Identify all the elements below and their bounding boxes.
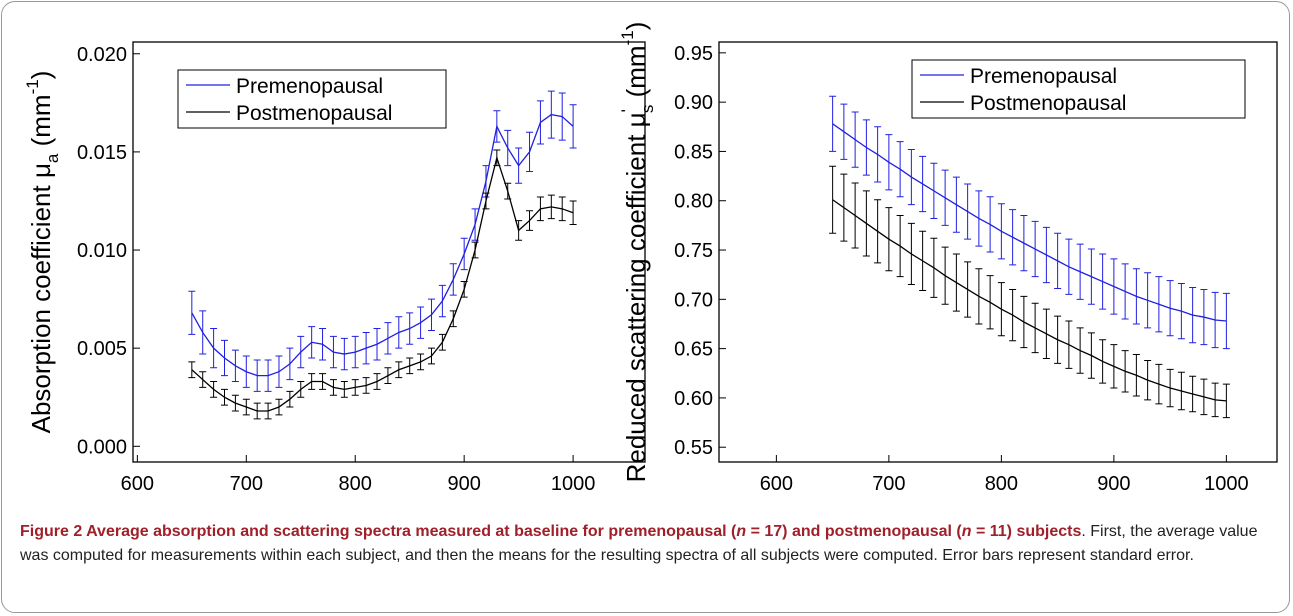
y-title-sup: -1 xyxy=(23,79,42,94)
plot-frame xyxy=(132,41,646,463)
caption-text: n xyxy=(736,523,747,540)
x-tick-label: 1000 xyxy=(551,473,596,495)
y-tick-label: 0.70 xyxy=(674,289,713,311)
y-title-part: Reduced scattering coefficient μ xyxy=(621,112,651,482)
y-tick-label: 0.005 xyxy=(77,338,127,360)
y-title-part: (mm xyxy=(26,94,56,153)
y-axis-title: Absorption coefficient μa (mm-1) xyxy=(23,71,62,434)
y-title-part: Absorption coefficient μ xyxy=(26,163,56,433)
series-line xyxy=(832,199,1227,402)
y-title-sup: ' xyxy=(618,109,637,112)
y-tick-label: 0.65 xyxy=(674,339,713,361)
y-tick-label: 0.000 xyxy=(77,436,127,458)
y-tick-label: 0.90 xyxy=(674,92,713,114)
legend-label: Postmenopausal xyxy=(970,92,1126,115)
caption-text: = 11) subjects xyxy=(971,523,1082,540)
x-tick-label: 800 xyxy=(985,473,1018,495)
x-tick-label: 900 xyxy=(1097,473,1130,495)
y-tick-label: 0.020 xyxy=(77,44,127,66)
error-bar xyxy=(1222,292,1230,350)
y-tick-label: 0.55 xyxy=(674,437,713,459)
caption-text: Figure 2 Average absorption and scatteri… xyxy=(20,523,737,540)
x-tick-label: 600 xyxy=(760,473,793,495)
y-tick-label: 0.60 xyxy=(674,388,713,410)
caption-text: n xyxy=(961,523,972,540)
series-line xyxy=(191,113,574,377)
y-tick-label: 0.80 xyxy=(674,191,713,213)
y-tick-label: 0.85 xyxy=(674,141,713,163)
caption: Figure 2 Average absorption and scatteri… xyxy=(20,520,1270,568)
y-tick-label: 0.010 xyxy=(77,240,127,262)
x-tick-label: 1000 xyxy=(1204,473,1249,495)
y-tick-label: 0.015 xyxy=(77,142,127,164)
y-tick-label: 0.75 xyxy=(674,240,713,262)
series-line xyxy=(191,155,574,412)
plot-frame xyxy=(718,41,1278,463)
x-tick-label: 700 xyxy=(230,473,263,495)
x-tick-label: 900 xyxy=(447,473,480,495)
error-bar xyxy=(829,95,837,152)
caption-text: = 17) and postmenopausal ( xyxy=(746,523,962,540)
y-axis-title: Reduced scattering coefficient μ's (mm-1… xyxy=(618,22,657,483)
figure: Absorption coefficient μa (mm-1) Reduced… xyxy=(23,22,1278,515)
legend-box xyxy=(911,59,1246,119)
series-line xyxy=(832,123,1227,322)
y-title-part: ) xyxy=(621,22,651,31)
legend-label: Premenopausal xyxy=(236,75,383,98)
legend-box xyxy=(177,69,447,129)
x-tick-label: 800 xyxy=(339,473,372,495)
x-axis-title: Wavelength (nm) xyxy=(291,510,488,515)
y-title-sub: s xyxy=(638,105,657,114)
error-bar xyxy=(1222,383,1230,419)
x-axis-title: Wavelength (nm) xyxy=(900,510,1097,515)
y-title-sup: -1 xyxy=(618,30,637,45)
y-title-part: ) xyxy=(26,71,56,80)
x-tick-label: 700 xyxy=(872,473,905,495)
legend-label: Premenopausal xyxy=(970,65,1117,88)
legend-label: Postmenopausal xyxy=(236,102,392,125)
y-title-part: (mm xyxy=(621,45,651,104)
y-title-sub: a xyxy=(43,153,62,163)
x-tick-label: 600 xyxy=(121,473,154,495)
caption-text: . First, the average value was computed … xyxy=(20,523,1258,564)
y-tick-label: 0.95 xyxy=(674,43,713,65)
